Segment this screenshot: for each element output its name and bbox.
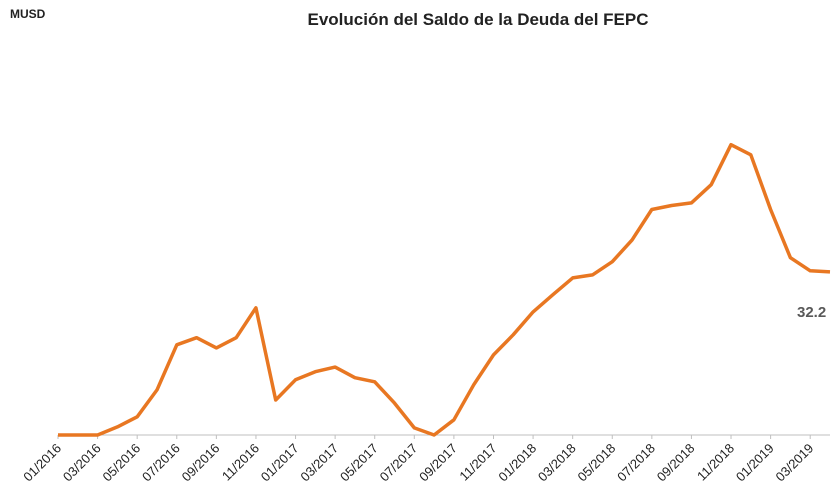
x-tick-label: 07/2018	[614, 441, 658, 485]
x-tick-label: 01/2019	[733, 441, 777, 485]
x-tick-label: 11/2018	[694, 441, 737, 484]
x-tick-label: 07/2016	[139, 441, 183, 485]
x-tick-label: 01/2017	[258, 441, 302, 485]
x-tick-label: 07/2017	[377, 441, 421, 485]
x-tick-label: 11/2016	[219, 441, 262, 484]
y-axis-label: MUSD	[10, 7, 46, 21]
x-tick-label: 11/2017	[456, 441, 499, 484]
annotation: 32.2	[797, 304, 826, 321]
x-tick-label: 05/2016	[99, 441, 143, 485]
data-line	[58, 142, 831, 437]
x-tick-label: 03/2016	[60, 441, 104, 485]
chart-title: Evolución del Saldo de la Deuda del FEPC	[307, 10, 648, 29]
x-tick-label: 01/2018	[495, 441, 539, 485]
x-tick-label: 03/2017	[297, 441, 341, 485]
x-tick-label: 09/2016	[179, 441, 223, 485]
x-tick-label: 05/2018	[575, 441, 619, 485]
x-tick-label: 01/2016	[20, 441, 64, 485]
x-tick-label: 09/2017	[416, 441, 460, 485]
x-tick-label: 09/2018	[654, 441, 698, 485]
x-tick-label: 05/2017	[337, 441, 381, 485]
x-tick-label: 03/2018	[535, 441, 579, 485]
x-tick-label: 03/2019	[772, 441, 816, 485]
